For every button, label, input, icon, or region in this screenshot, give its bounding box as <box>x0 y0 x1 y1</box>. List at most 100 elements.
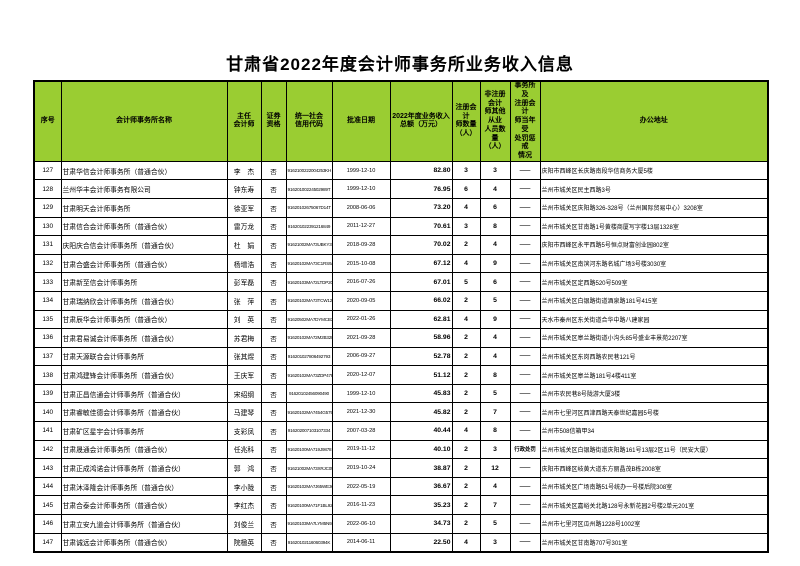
cell-code: 91620102MA7454G579 <box>285 402 333 423</box>
cell-name: 甘肃正昌信通会计师事务所（普通合伙） <box>60 383 228 404</box>
cell-cpa: 2 <box>451 458 481 478</box>
column-header-date: 批准日期 <box>331 80 391 162</box>
cell-pun: —— <box>509 402 541 423</box>
cell-chief: 李小陇 <box>226 476 262 497</box>
cell-addr: 兰州市城关区嘉峪关北路128号永新花园2号楼2单元201室 <box>539 495 769 516</box>
cell-income: 52.78 <box>389 346 453 367</box>
cell-addr: 兰州市城关区皋兰路街道小沟头85号盛业丰景苑2207室 <box>539 328 769 348</box>
column-header-staff: 非注册会计 师其他从业 人员数量 （人） <box>479 80 511 162</box>
cell-addr: 兰州市农民巷8号陇游大厦3楼 <box>539 383 769 404</box>
cell-staff: 7 <box>479 402 511 423</box>
cell-income: 82.80 <box>389 160 453 181</box>
cell-name: 甘肃君易诚会计师事务所（普通合伙） <box>60 328 228 348</box>
cell-date: 2019-10-24 <box>331 458 391 478</box>
cell-sec: 否 <box>260 216 287 237</box>
cell-cpa: 2 <box>451 328 481 348</box>
cell-income: 67.01 <box>389 272 453 292</box>
table-row: 133 甘肃新至信会计师事务所 彭军磊否 91620103MA72LTDP20 2016… <box>33 272 769 292</box>
cell-sec: 否 <box>260 197 287 218</box>
cell-date: 2006-09-27 <box>331 346 391 367</box>
cell-chief: 杨增浩 <box>226 253 262 274</box>
cell-sec: 否 <box>260 328 287 348</box>
cell-seq: 146 <box>33 514 62 534</box>
cell-name: 甘肃诚远会计师事务所（普通合伙） <box>60 532 228 553</box>
column-header-seq: 序号 <box>33 80 62 162</box>
cell-name: 甘肃天源联合会计师事务所 <box>60 346 228 367</box>
cell-chief: 郭 鸿 <box>226 458 262 478</box>
cell-income: 73.20 <box>389 197 453 218</box>
cell-code: 91620103MA72LTDP20 <box>285 272 333 292</box>
cell-name: 庆阳庆合信会计师事务所（普通合伙） <box>60 235 228 255</box>
cell-income: 76.95 <box>389 179 453 199</box>
cell-date: 2021-09-28 <box>331 328 391 348</box>
cell-staff: 6 <box>479 272 511 292</box>
cell-addr: 庆阳市西峰区岐黄大道东方丽晶茂B栋2008室 <box>539 458 769 478</box>
cell-name: 甘肃矿区星宇会计师事务所 <box>60 421 228 441</box>
cell-seq: 131 <box>33 235 62 255</box>
cell-income: 35.23 <box>389 495 453 516</box>
cell-sec: 否 <box>260 383 287 404</box>
table-row: 138 甘肃鸿建锋会计师事务所（普通合伙） 王庆军否 91620102MA73ZDP4… <box>33 365 769 385</box>
cell-date: 2020-09-05 <box>331 290 391 311</box>
cell-pun: —— <box>509 197 541 218</box>
cell-addr: 兰州市城关区庆阳路326-328号（兰州国际贸易中心）3208室 <box>539 197 769 218</box>
cell-seq: 133 <box>33 272 62 292</box>
cell-name: 兰州华丰会计师事务有限公司 <box>60 179 228 199</box>
cell-seq: 142 <box>33 439 62 460</box>
cell-chief: 彭军磊 <box>226 272 262 292</box>
cell-seq: 129 <box>33 197 62 218</box>
cell-addr: 兰州市城关区东岗西路农民巷121号 <box>539 346 769 367</box>
cell-pun: —— <box>509 179 541 199</box>
cell-sec: 否 <box>260 253 287 274</box>
cell-code: 91620102MA73C1RS9A <box>285 253 333 274</box>
cell-income: 66.02 <box>389 290 453 311</box>
cell-sec: 否 <box>260 272 287 292</box>
column-header-pun: 事务所及 注册会计 师当年受 处罚惩戒 情况 <box>509 80 541 162</box>
cell-chief: 任兆科 <box>226 439 262 460</box>
cell-seq: 147 <box>33 532 62 553</box>
cell-code: 91620102MA7J65WE36 <box>285 476 333 497</box>
cell-date: 1999-12-10 <box>331 160 391 181</box>
table-row: 145 甘肃合泰会计师事务所（普通合伙） 李红杰否 91620100MA71F1BL9… <box>33 495 769 516</box>
cell-pun: —— <box>509 235 541 255</box>
cell-pun: —— <box>509 309 541 330</box>
cell-addr: 兰州市城关区民主西路3号 <box>539 179 769 199</box>
cell-income: 22.50 <box>389 532 453 553</box>
cell-income: 34.73 <box>389 514 453 534</box>
cell-cpa: 4 <box>451 532 481 553</box>
cell-name: 甘肃华信会计师事务所（普通合伙） <box>60 160 228 181</box>
cell-name: 甘肃睿敏佳德会计师事务所（普通合伙） <box>60 402 228 423</box>
cell-cpa: 3 <box>451 160 481 181</box>
cell-chief: 刘俊兰 <box>226 514 262 534</box>
cell-name: 甘肃正成鸿诺会计师事务所（普通合伙） <box>60 458 228 478</box>
cell-chief: 钟东寿 <box>226 179 262 199</box>
cell-date: 2021-12-30 <box>331 402 391 423</box>
cell-name: 甘肃辰华会计师事务所（普通合伙） <box>60 309 228 330</box>
page-title: 甘肃省2022年度会计师事务所业务收入信息 <box>226 55 574 74</box>
cell-code: 91620100MA71F1BL92 <box>285 495 333 516</box>
cell-seq: 134 <box>33 290 62 311</box>
cell-pun: —— <box>509 216 541 237</box>
cell-sec: 否 <box>260 160 287 181</box>
column-header-income: 2022年度业务收入 总额（万元） <box>389 80 453 162</box>
cell-addr: 兰州市城关区甘南路1号黄楼商厦写字楼13层1328室 <box>539 216 769 237</box>
table-row: 142 甘肃晟通会计师事务所（普通合伙） 任兆科否 91620100MA719J987… <box>33 439 769 460</box>
cell-addr: 兰州市城关区白银路街道酒泉路181号415室 <box>539 290 769 311</box>
cell-income: 58.96 <box>389 328 453 348</box>
cell-staff: 5 <box>479 383 511 404</box>
cell-chief: 苏君梅 <box>226 328 262 348</box>
cell-sec: 否 <box>260 179 287 199</box>
cell-sec: 否 <box>260 514 287 534</box>
cell-pun: —— <box>509 532 541 553</box>
cell-code: 91620502MA7DYMCB3A <box>285 309 333 330</box>
cell-staff: 5 <box>479 514 511 534</box>
cell-code: 91620102MA73TCW120 <box>285 290 333 311</box>
cell-income: 70.61 <box>389 216 453 237</box>
cell-name: 甘肃合盛会计师事务所（普通合伙） <box>60 253 228 274</box>
cell-date: 2019-11-12 <box>331 439 391 460</box>
cell-name: 甘肃立安九道会计师事务所（普通合伙） <box>60 514 228 534</box>
cell-income: 40.44 <box>389 421 453 441</box>
table-row: 146 甘肃立安九道会计师事务所（普通合伙） 刘俊兰否 91620103MA7LYM5… <box>33 514 769 534</box>
cell-addr: 兰州市七里河区西津西路天泰世纪嘉园5号楼 <box>539 402 769 423</box>
